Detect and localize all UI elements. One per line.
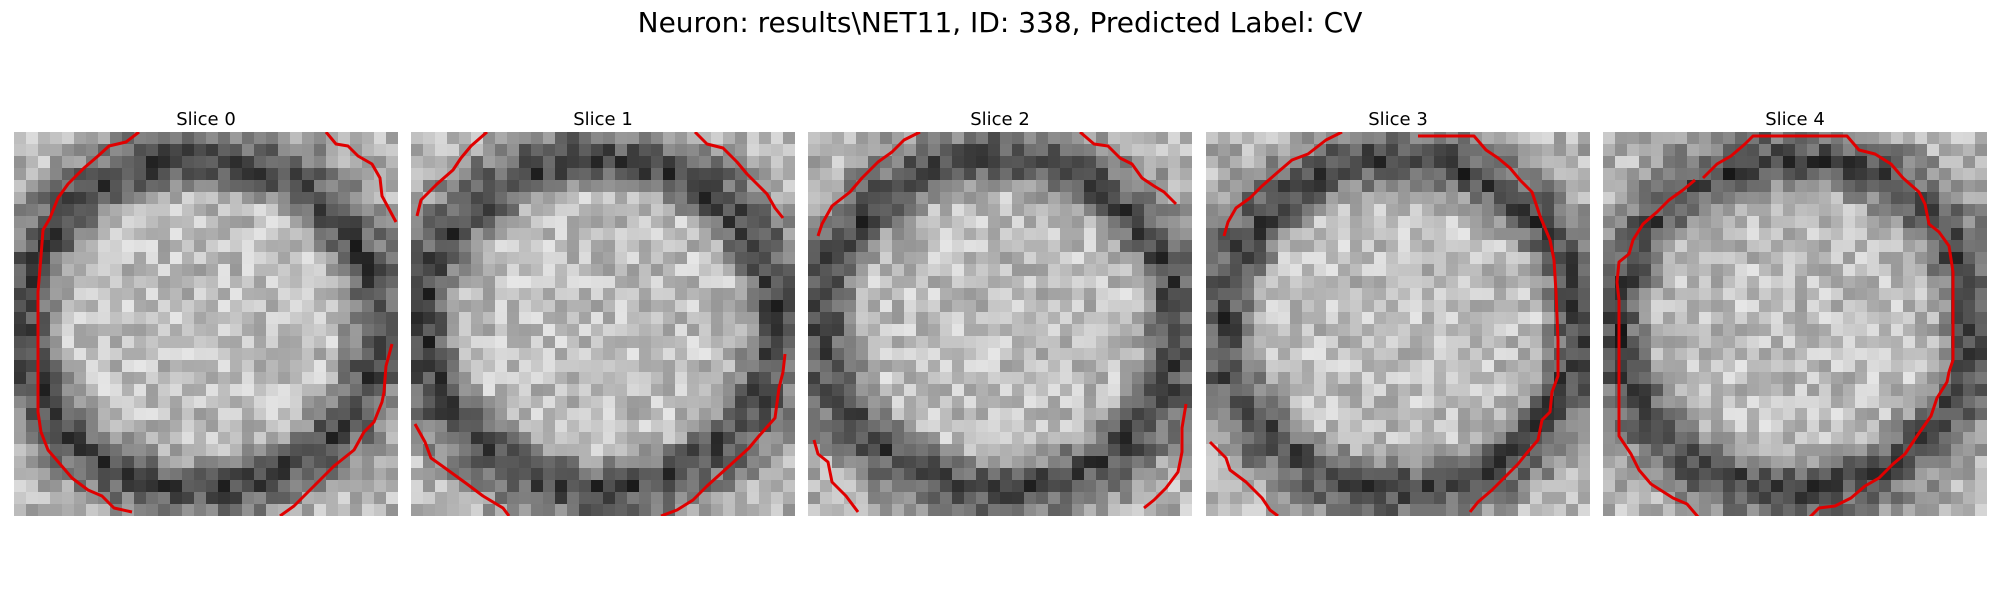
contour-line	[1615, 134, 1955, 516]
slice-image-4	[1603, 132, 1987, 516]
contour-line	[1208, 440, 1279, 516]
contour-line	[279, 343, 394, 516]
slice-panel-3: Slice 3	[1206, 108, 1590, 516]
contour-line	[415, 132, 488, 217]
slice-title-2: Slice 2	[970, 109, 1030, 130]
contour-line	[693, 132, 785, 219]
slice-title-0: Slice 0	[176, 109, 236, 130]
slice-panel-2: Slice 2	[808, 108, 1192, 516]
contour-line	[1079, 132, 1178, 206]
contour-line	[1222, 132, 1343, 237]
contour-line	[816, 132, 921, 237]
slice-image-0	[14, 132, 398, 516]
contour-line	[413, 423, 511, 516]
slice-title-3: Slice 3	[1368, 109, 1428, 130]
slice-image-1	[411, 132, 795, 516]
contour-line	[1418, 134, 1560, 513]
slice-image-3	[1206, 132, 1590, 516]
figure-title: Neuron: results\NET11, ID: 338, Predicte…	[637, 6, 1363, 39]
slice-title-4: Slice 4	[1765, 109, 1825, 130]
slice-panel-0: Slice 0	[14, 108, 398, 516]
slice-panel-1: Slice 1	[411, 108, 795, 516]
slice-title-1: Slice 1	[573, 109, 633, 130]
contour-line	[1143, 403, 1188, 510]
contour-line	[660, 353, 787, 516]
slice-panel-4: Slice 4	[1603, 108, 1987, 516]
contour-line	[36, 132, 140, 514]
contour-line	[324, 132, 398, 223]
contour-line	[812, 439, 860, 513]
slice-image-2	[808, 132, 1192, 516]
